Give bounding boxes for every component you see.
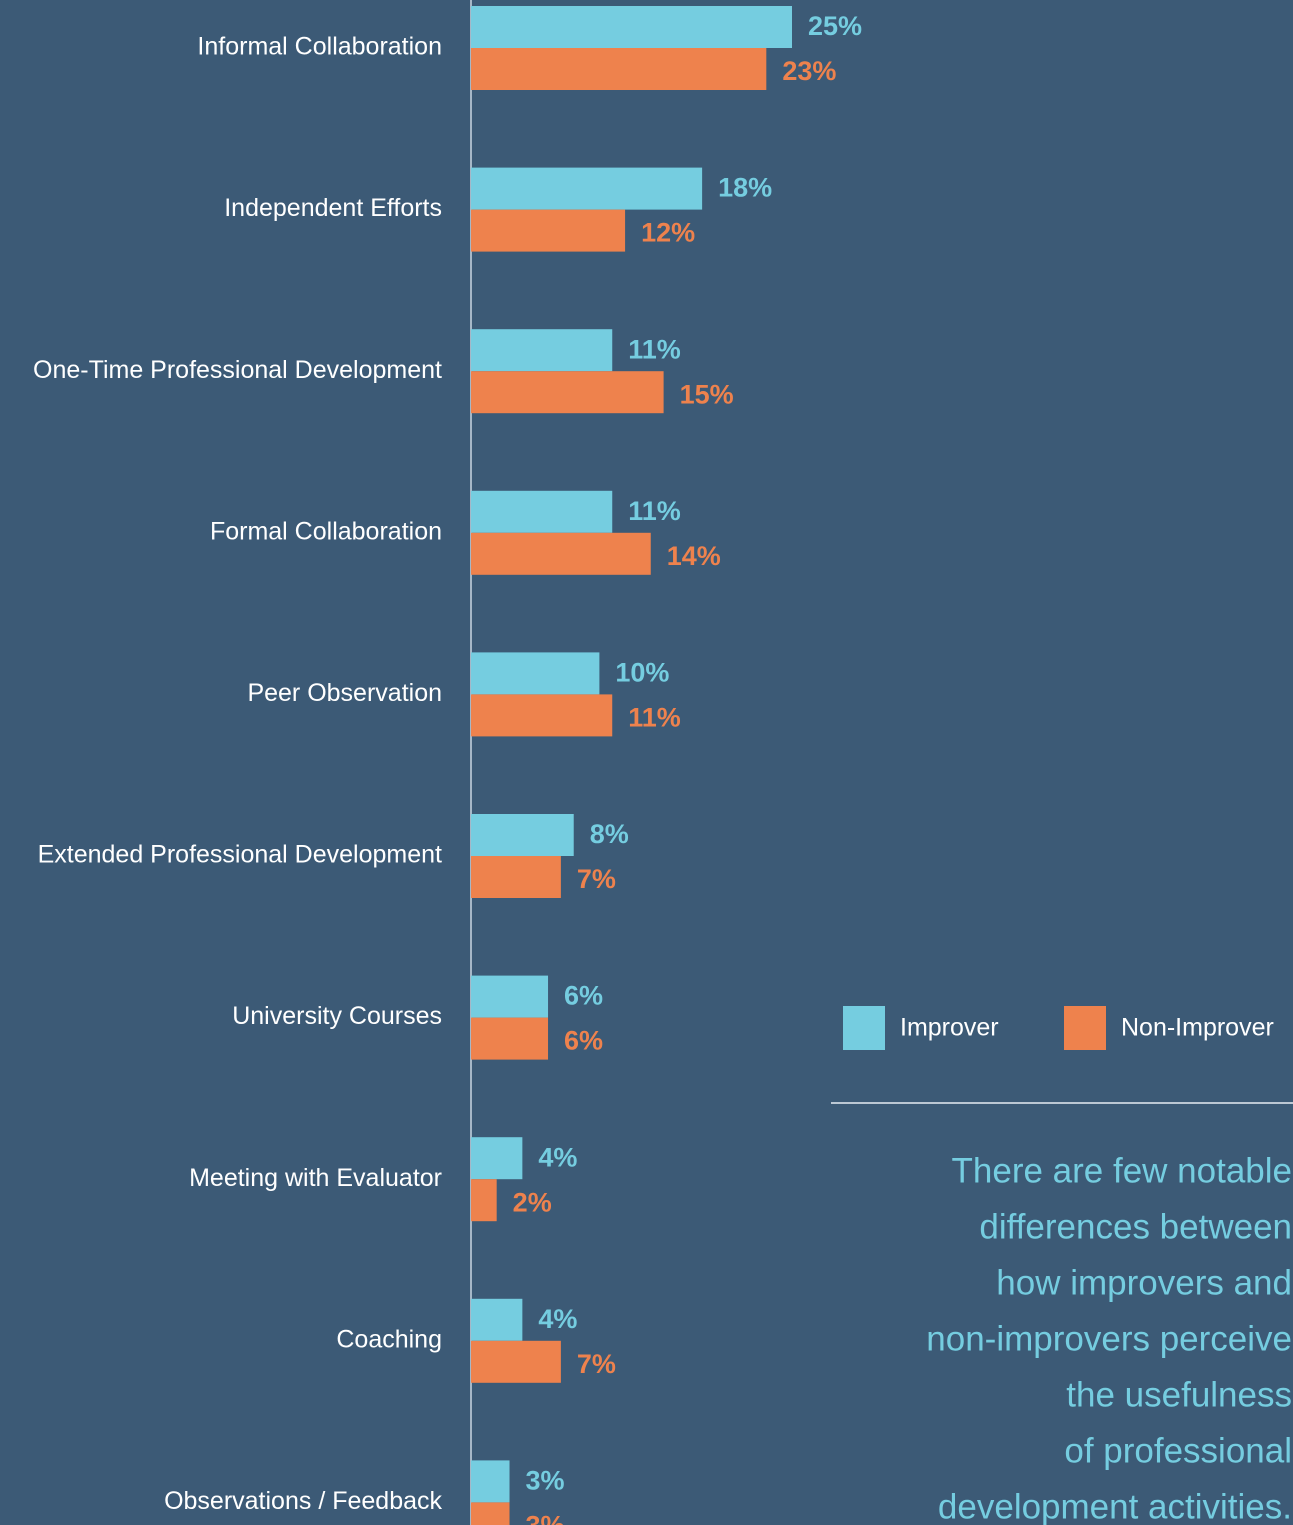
annotation-line: how improvers and [996, 1263, 1292, 1302]
value-label: 8% [590, 819, 629, 849]
value-label: 6% [564, 981, 603, 1011]
bar [471, 856, 561, 898]
value-label: 4% [538, 1304, 577, 1334]
bar [471, 1460, 510, 1503]
category-label: Meeting with Evaluator [189, 1164, 442, 1192]
category-label: Informal Collaboration [197, 33, 442, 61]
value-label: 18% [718, 173, 772, 203]
legend-label: Non-Improver [1121, 1014, 1274, 1042]
annotation-line: the usefulness [1066, 1375, 1292, 1414]
bar [471, 1137, 523, 1180]
bar [471, 209, 626, 252]
value-label: 11% [628, 496, 681, 526]
category-label: Formal Collaboration [210, 517, 442, 545]
value-label: 11% [628, 334, 681, 364]
value-label: 11% [628, 703, 681, 733]
bar [471, 167, 703, 210]
value-label: 10% [615, 658, 669, 688]
value-label: 6% [564, 1026, 603, 1056]
bar [471, 6, 792, 48]
category-label: Independent Efforts [224, 194, 442, 222]
bar [471, 1179, 497, 1222]
value-label: 23% [782, 56, 836, 86]
bar [471, 532, 651, 575]
bar [471, 48, 767, 90]
bar [471, 1340, 561, 1383]
bar [471, 1017, 549, 1060]
value-label: 7% [577, 864, 616, 894]
legend-label: Improver [900, 1014, 999, 1042]
value-label: 3% [526, 1511, 565, 1525]
bar [471, 371, 664, 414]
annotation-line: development activities. [938, 1487, 1292, 1525]
bar [471, 652, 600, 695]
bar [471, 329, 613, 372]
value-label: 14% [667, 541, 721, 571]
category-label: Extended Professional Development [38, 841, 442, 869]
bar [471, 490, 613, 533]
legend-swatch [843, 1006, 885, 1050]
value-label: 25% [808, 11, 862, 41]
category-label: Coaching [336, 1325, 442, 1353]
category-label: Observations / Feedback [164, 1487, 442, 1515]
value-label: 15% [680, 379, 734, 409]
annotation-line: non-improvers perceive [926, 1319, 1292, 1358]
bar [471, 694, 613, 737]
value-label: 12% [641, 218, 695, 248]
bar [471, 1502, 510, 1525]
value-label: 2% [513, 1187, 552, 1217]
category-label: Peer Observation [247, 679, 442, 707]
value-label: 7% [577, 1349, 616, 1379]
legend-swatch [1064, 1006, 1106, 1050]
annotation-line: There are few notable [952, 1151, 1292, 1190]
category-label: One-Time Professional Development [33, 356, 442, 384]
bar [471, 975, 549, 1018]
value-label: 3% [526, 1466, 565, 1496]
value-label: 4% [538, 1142, 577, 1172]
annotation-line: differences between [979, 1207, 1292, 1246]
bar [471, 814, 574, 856]
annotation-line: of professional [1064, 1431, 1292, 1470]
bar [471, 1298, 523, 1341]
category-label: University Courses [232, 1002, 442, 1030]
